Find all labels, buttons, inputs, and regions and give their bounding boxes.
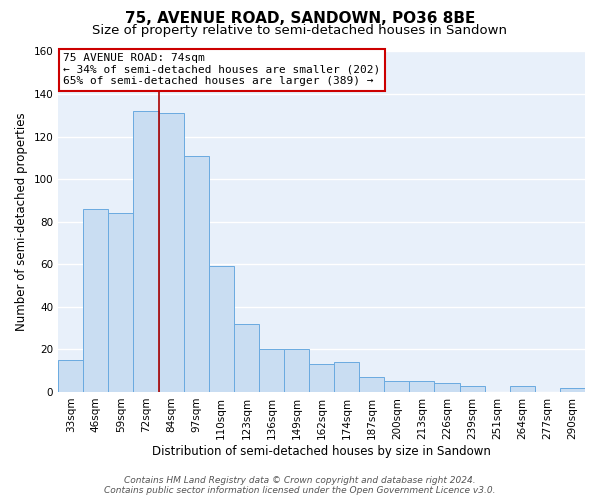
Text: 75 AVENUE ROAD: 74sqm
← 34% of semi-detached houses are smaller (202)
65% of sem: 75 AVENUE ROAD: 74sqm ← 34% of semi-deta…	[64, 53, 380, 86]
Bar	[133, 111, 158, 392]
Bar	[83, 209, 109, 392]
Bar	[385, 382, 409, 392]
X-axis label: Distribution of semi-detached houses by size in Sandown: Distribution of semi-detached houses by …	[152, 444, 491, 458]
Bar	[434, 384, 460, 392]
Bar	[184, 156, 209, 392]
Bar	[158, 113, 184, 392]
Text: Contains HM Land Registry data © Crown copyright and database right 2024.
Contai: Contains HM Land Registry data © Crown c…	[104, 476, 496, 495]
Bar	[309, 364, 334, 392]
Y-axis label: Number of semi-detached properties: Number of semi-detached properties	[15, 112, 28, 331]
Bar	[109, 213, 133, 392]
Text: 75, AVENUE ROAD, SANDOWN, PO36 8BE: 75, AVENUE ROAD, SANDOWN, PO36 8BE	[125, 11, 475, 26]
Bar	[460, 386, 485, 392]
Bar	[409, 382, 434, 392]
Bar	[510, 386, 535, 392]
Bar	[284, 350, 309, 392]
Bar	[209, 266, 234, 392]
Bar	[58, 360, 83, 392]
Bar	[259, 350, 284, 392]
Bar	[234, 324, 259, 392]
Bar	[334, 362, 359, 392]
Bar	[560, 388, 585, 392]
Bar	[359, 377, 385, 392]
Text: Size of property relative to semi-detached houses in Sandown: Size of property relative to semi-detach…	[92, 24, 508, 37]
